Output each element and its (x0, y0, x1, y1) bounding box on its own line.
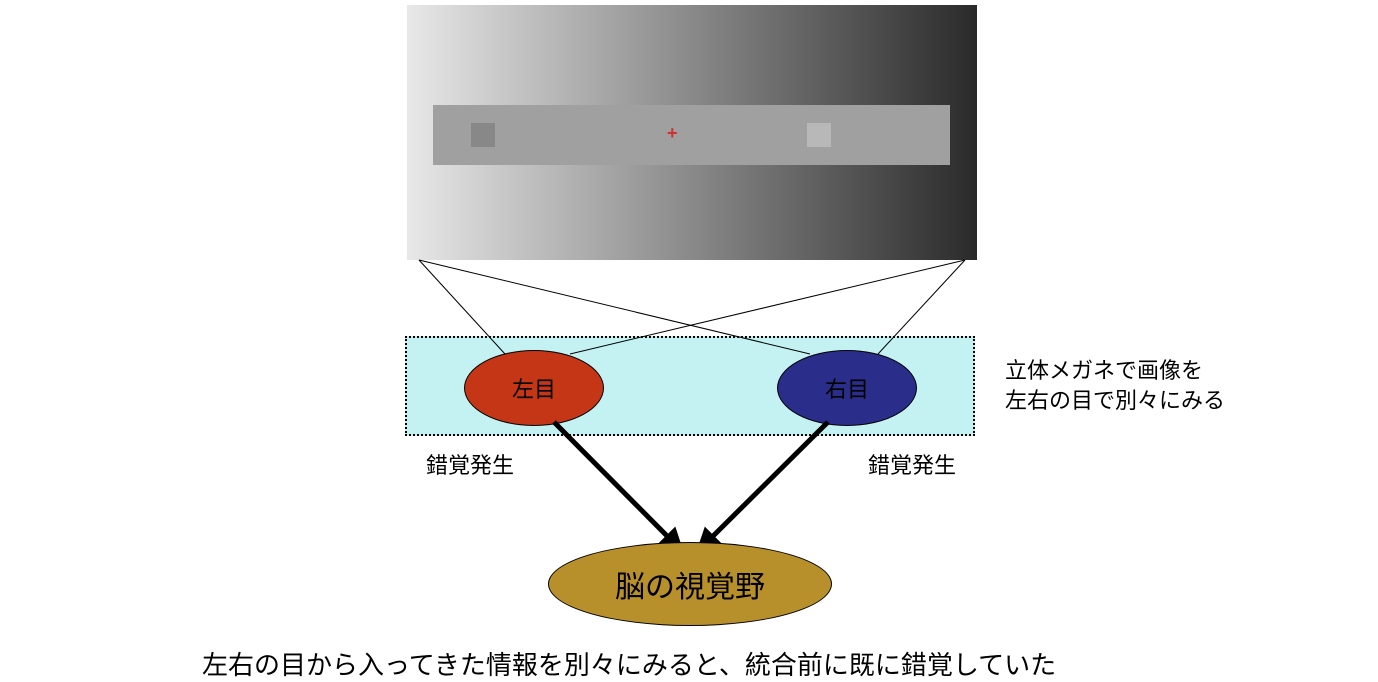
right-eye-label: 右目 (825, 372, 869, 404)
stimulus-right-square (807, 123, 831, 147)
side-note-line2: 左右の目で別々にみる (1005, 386, 1225, 416)
diagram-canvas: + 左目 右目 脳の視覚野 錯覚発生 錯覚発生 立体メガネで画像を 左右の目で別… (0, 0, 1378, 678)
illusion-label-left: 錯覚発生 (426, 448, 514, 480)
fixation-cross: + (667, 123, 678, 144)
right-eye-node: 右目 (777, 350, 917, 426)
side-note-line1: 立体メガネで画像を (1005, 356, 1225, 386)
illusion-label-right: 錯覚発生 (868, 448, 956, 480)
brain-node: 脳の視覚野 (548, 542, 832, 626)
stimulus-bar (433, 105, 950, 165)
stimulus-left-square (471, 123, 495, 147)
brain-label: 脳の視覚野 (615, 562, 765, 606)
stimulus-image: + (407, 5, 977, 260)
side-note: 立体メガネで画像を 左右の目で別々にみる (1005, 356, 1225, 416)
bottom-caption: 左右の目から入ってきた情報を別々にみると、統合前に既に錯覚していた (202, 645, 1056, 682)
left-eye-label: 左目 (512, 372, 556, 404)
left-eye-node: 左目 (464, 350, 604, 426)
